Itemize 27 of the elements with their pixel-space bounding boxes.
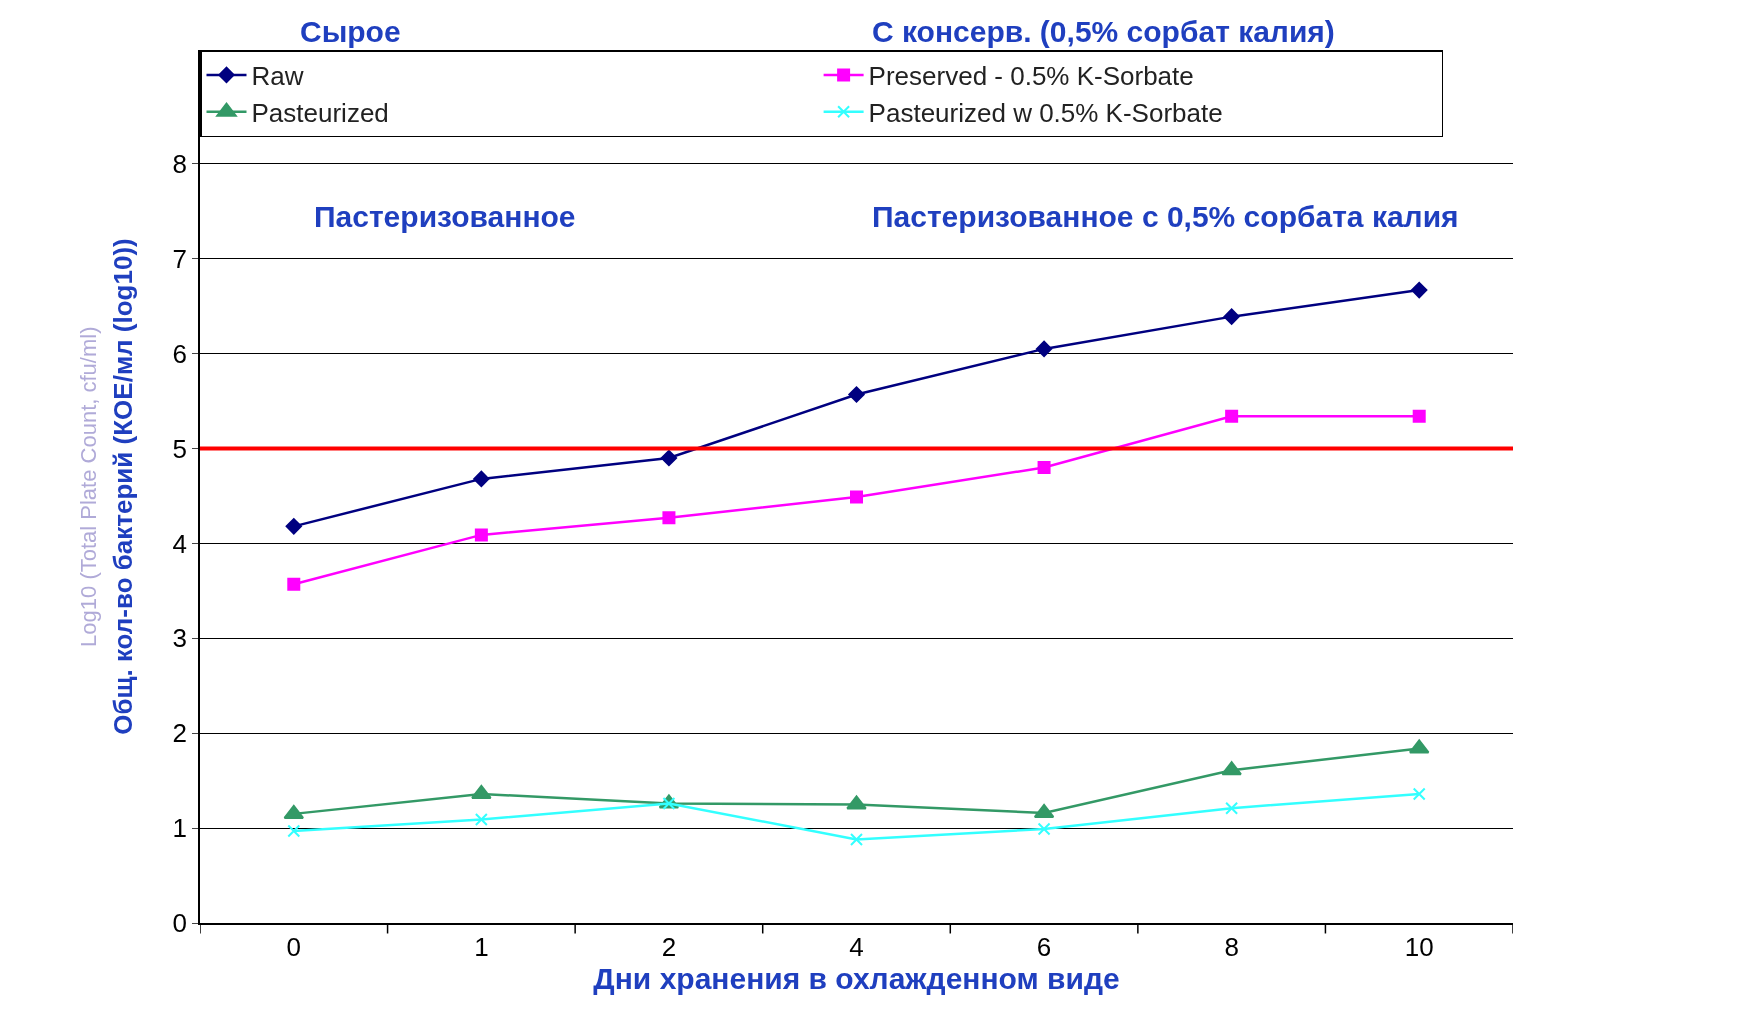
y-tick-label: 5 xyxy=(172,433,188,464)
x-tick-label: 6 xyxy=(1036,931,1052,962)
annotation: Пастеризованное xyxy=(314,200,576,233)
text: С консерв. (0,5% сорбат калия) xyxy=(872,15,1335,48)
y-tick-label: 3 xyxy=(172,623,188,654)
y-tick-label: 4 xyxy=(172,528,188,559)
x-tick-label: 1 xyxy=(474,931,489,962)
legend-label: Raw xyxy=(251,61,304,92)
y-axis-title: Общ. кол-во бактерий (КОЕ/мл (log10)) xyxy=(108,238,139,735)
x-tick-label: 0 xyxy=(286,931,302,962)
y-tick-label: 7 xyxy=(172,243,188,274)
y-tick-label: 8 xyxy=(172,148,188,179)
text: Log10 (Total Plate Count, cfu/ml) xyxy=(75,326,101,647)
x-tick-label: 10 xyxy=(1404,931,1434,962)
legend-label: Pasteurized w 0.5% K-Sorbate xyxy=(868,97,1223,128)
x-tick-label: 2 xyxy=(661,931,677,962)
x-tick-label: 4 xyxy=(849,931,864,962)
x-axis-title: Дни хранения в охлажденном виде xyxy=(593,961,1120,995)
y-tick-label: 1 xyxy=(172,813,188,844)
legend-label: Preserved - 0.5% K-Sorbate xyxy=(868,61,1194,92)
y-tick-label: 2 xyxy=(172,718,188,749)
x-tick-label: 8 xyxy=(1224,931,1239,962)
text: Сырое xyxy=(300,15,401,48)
y-tick-label: 6 xyxy=(172,338,188,369)
annotation: Пастеризованное с 0,5% сорбата калия xyxy=(872,200,1459,233)
y-tick-label: 0 xyxy=(172,908,188,939)
legend-label: Pasteurized xyxy=(251,97,389,128)
